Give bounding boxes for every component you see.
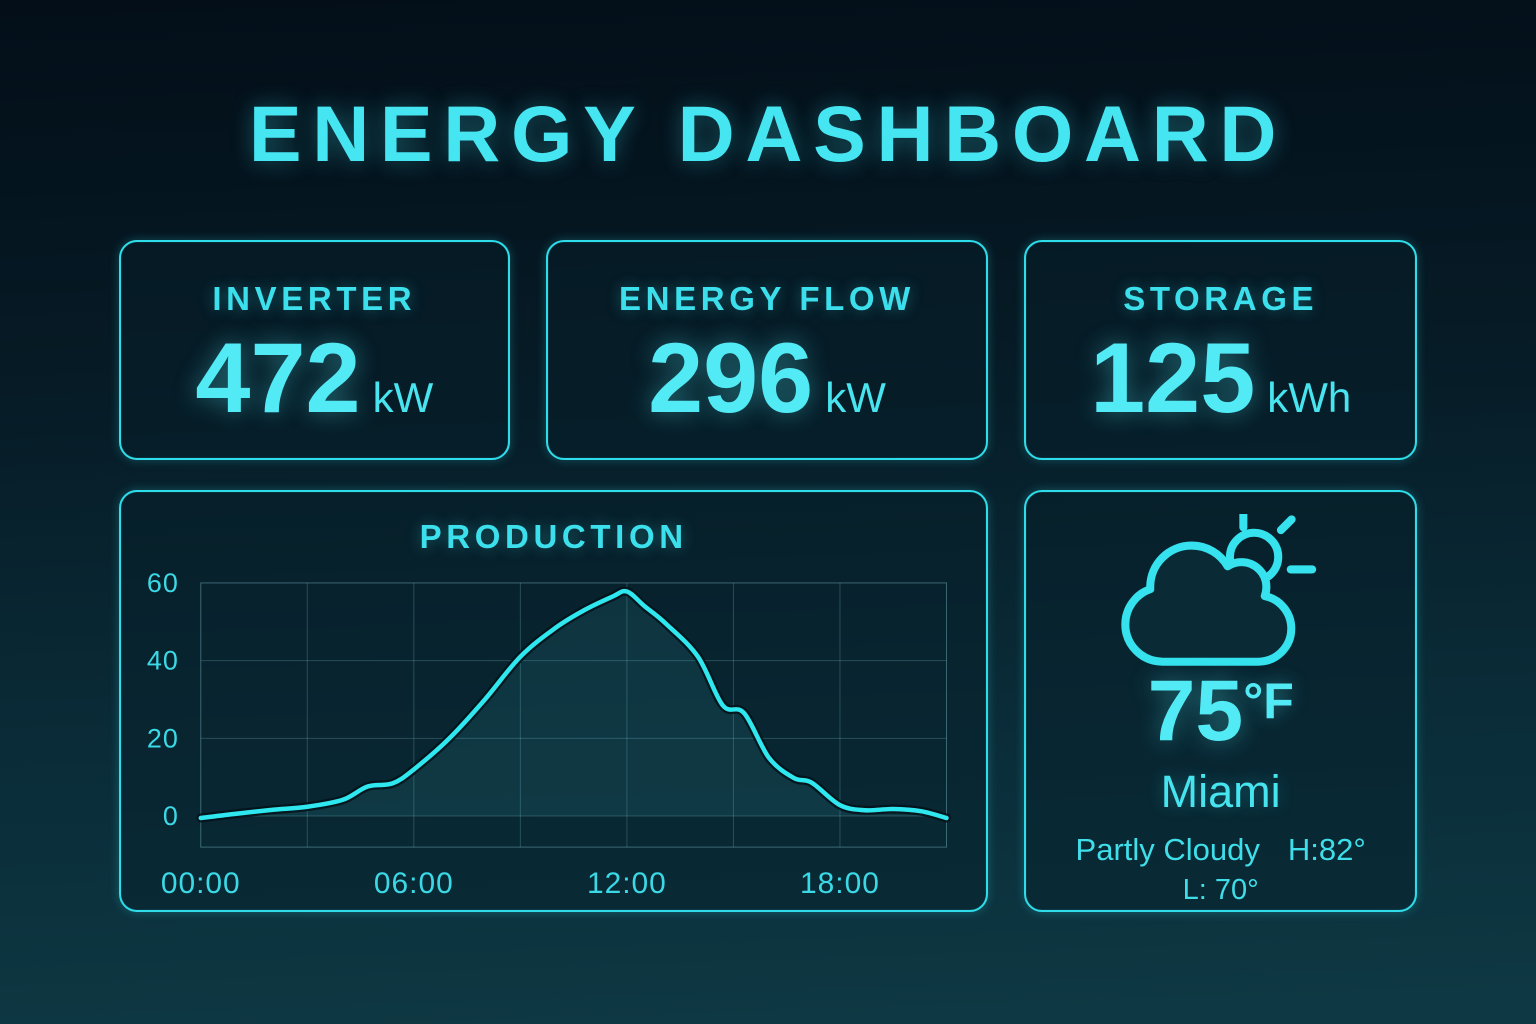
svg-text:40: 40 (147, 646, 179, 676)
inverter-value-row: 472 kW (121, 326, 508, 430)
svg-text:0: 0 (163, 801, 179, 831)
temperature-value: 75 (1147, 663, 1244, 759)
svg-text:12:00: 12:00 (587, 867, 667, 900)
temperature: 75 °F (1026, 668, 1415, 754)
storage-card: STORAGE 125 kWh (1024, 240, 1417, 460)
temperature-unit: °F (1243, 673, 1294, 729)
inverter-label: INVERTER (212, 280, 417, 317)
svg-text:18:00: 18:00 (800, 867, 880, 900)
svg-text:20: 20 (147, 723, 179, 753)
partly-cloudy-icon (1120, 514, 1316, 666)
stats-row: INVERTER 472 kW ENERGY FLOW 296 kW STORA… (119, 240, 1417, 460)
weather-low: L: 70° (1182, 874, 1259, 906)
weather-summary-row: Partly Cloudy H:82° (1026, 832, 1415, 868)
energy-flow-label: ENERGY FLOW (619, 280, 915, 317)
storage-label: STORAGE (1123, 280, 1319, 317)
energy-flow-value-row: 296 kW (548, 326, 987, 430)
inverter-value: 472 (195, 322, 361, 433)
weather-city: Miami (1160, 766, 1281, 817)
energy-flow-card: ENERGY FLOW 296 kW (545, 240, 989, 460)
svg-text:06:00: 06:00 (374, 867, 454, 900)
svg-text:60: 60 (147, 568, 179, 598)
storage-unit: kWh (1267, 374, 1352, 421)
storage-value-row: 125 kWh (1026, 326, 1415, 430)
weather-card: 75 °F Miami Partly Cloudy H:82° L: 70° (1024, 490, 1417, 912)
inverter-unit: kW (372, 374, 434, 421)
inverter-card: INVERTER 472 kW (119, 240, 510, 460)
energy-flow-value: 296 (648, 322, 814, 433)
energy-flow-unit: kW (825, 374, 886, 421)
weather-condition: Partly Cloudy (1075, 832, 1260, 867)
bottom-row: PRODUCTION 0 20 40 60 00:00 06:00 12:00 18:00 7… (119, 490, 1417, 912)
production-title: PRODUCTION (419, 518, 688, 555)
weather-high: H:82° (1287, 832, 1366, 867)
svg-text:00:00: 00:00 (161, 867, 241, 900)
page-title: ENERGY DASHBOARD (248, 89, 1288, 178)
storage-value: 125 (1090, 322, 1256, 433)
production-card: PRODUCTION 0 20 40 60 00:00 06:00 12:00 18:00 (119, 490, 989, 912)
production-area-chart: 0 20 40 60 00:00 06:00 12:00 18:00 (147, 568, 951, 900)
